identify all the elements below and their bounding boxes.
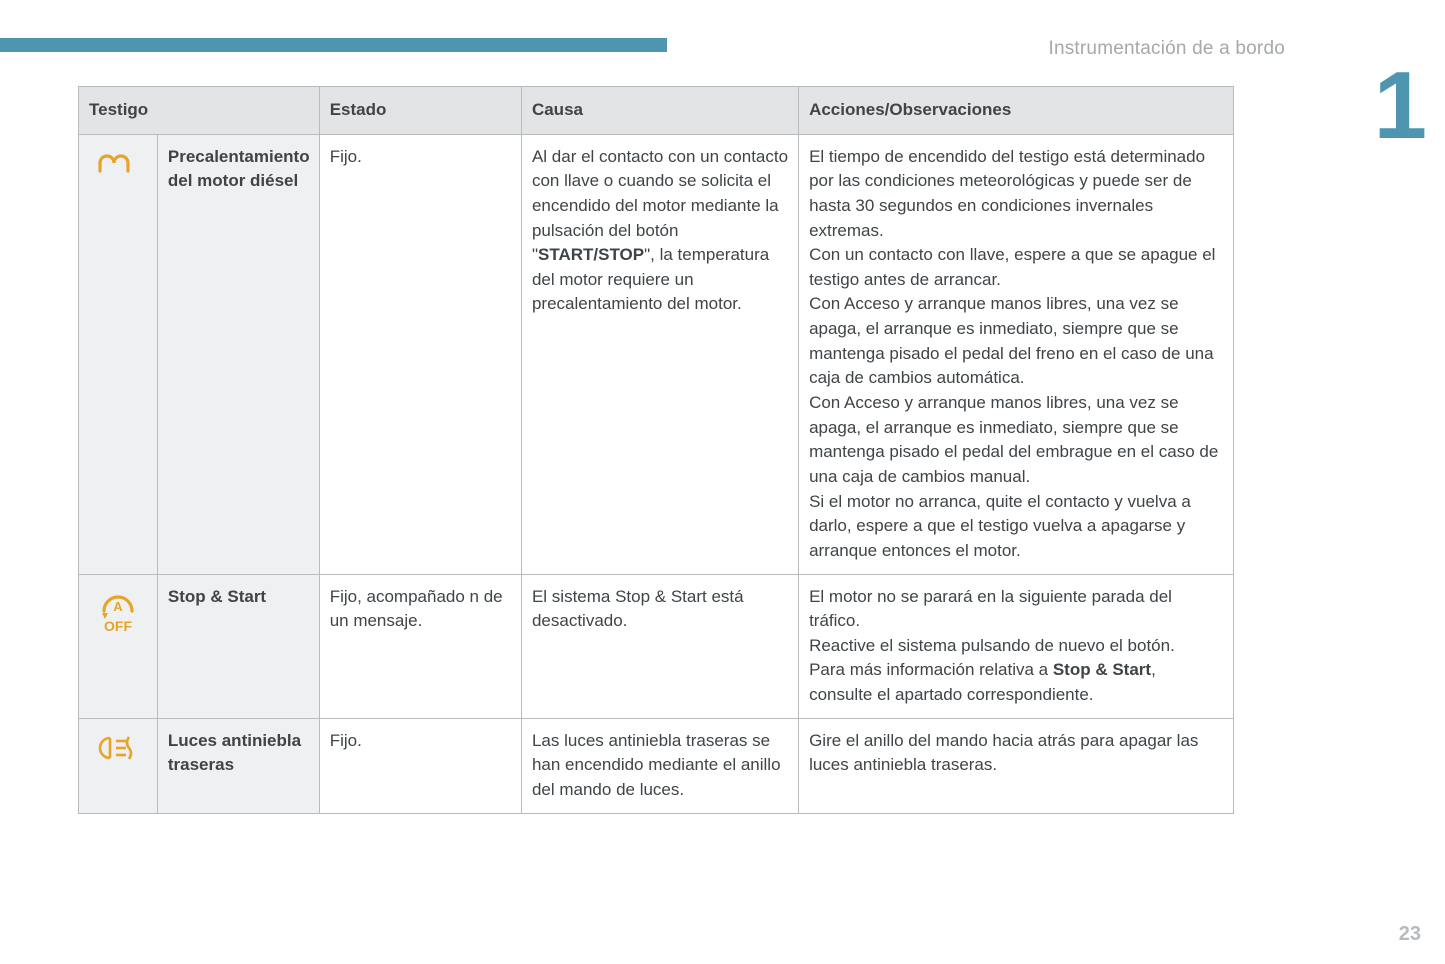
- causa-cell: Las luces antiniebla traseras se han enc…: [521, 718, 798, 813]
- indicator-name: Luces antiniebla traseras: [157, 718, 319, 813]
- stop-start-off-icon: A OFF: [96, 589, 140, 635]
- table-row: Precalentamiento del motor diéselFijo.Al…: [79, 134, 1234, 574]
- table-row: A OFF Stop & StartFijo, acompañado n de un…: [79, 574, 1234, 718]
- estado-cell: Fijo, acompañado n de un mensaje.: [319, 574, 521, 718]
- page-number: 23: [1399, 923, 1421, 946]
- svg-text:A: A: [113, 599, 123, 614]
- indicator-name: Stop & Start: [157, 574, 319, 718]
- acciones-cell: El motor no se parará en la siguiente pa…: [799, 574, 1234, 718]
- svg-text:OFF: OFF: [104, 618, 132, 634]
- indicator-icon-cell: [79, 718, 158, 813]
- col-acciones: Acciones/Observaciones: [799, 87, 1234, 135]
- estado-cell: Fijo.: [319, 134, 521, 574]
- indicators-table: Testigo Estado Causa Acciones/Observacio…: [78, 86, 1234, 814]
- table-row: Luces antiniebla traserasFijo.Las luces …: [79, 718, 1234, 813]
- top-stripe: [0, 38, 667, 52]
- table: Testigo Estado Causa Acciones/Observacio…: [78, 86, 1234, 814]
- col-estado: Estado: [319, 87, 521, 135]
- indicator-icon-cell: A OFF: [79, 574, 158, 718]
- section-title: Instrumentación de a bordo: [1048, 38, 1285, 60]
- indicator-icon-cell: [79, 134, 158, 574]
- rear-fog-icon: [96, 733, 140, 763]
- chapter-number: 1: [1374, 68, 1427, 145]
- estado-cell: Fijo.: [319, 718, 521, 813]
- indicator-name: Precalentamiento del motor diésel: [157, 134, 319, 574]
- table-header-row: Testigo Estado Causa Acciones/Observacio…: [79, 87, 1234, 135]
- causa-cell: Al dar el contacto con un contacto con l…: [521, 134, 798, 574]
- col-testigo: Testigo: [79, 87, 320, 135]
- preheat-coil-icon: [96, 149, 140, 179]
- causa-cell: El sistema Stop & Start está desactivado…: [521, 574, 798, 718]
- acciones-cell: Gire el anillo del mando hacia atrás par…: [799, 718, 1234, 813]
- acciones-cell: El tiempo de encendido del testigo está …: [799, 134, 1234, 574]
- col-causa: Causa: [521, 87, 798, 135]
